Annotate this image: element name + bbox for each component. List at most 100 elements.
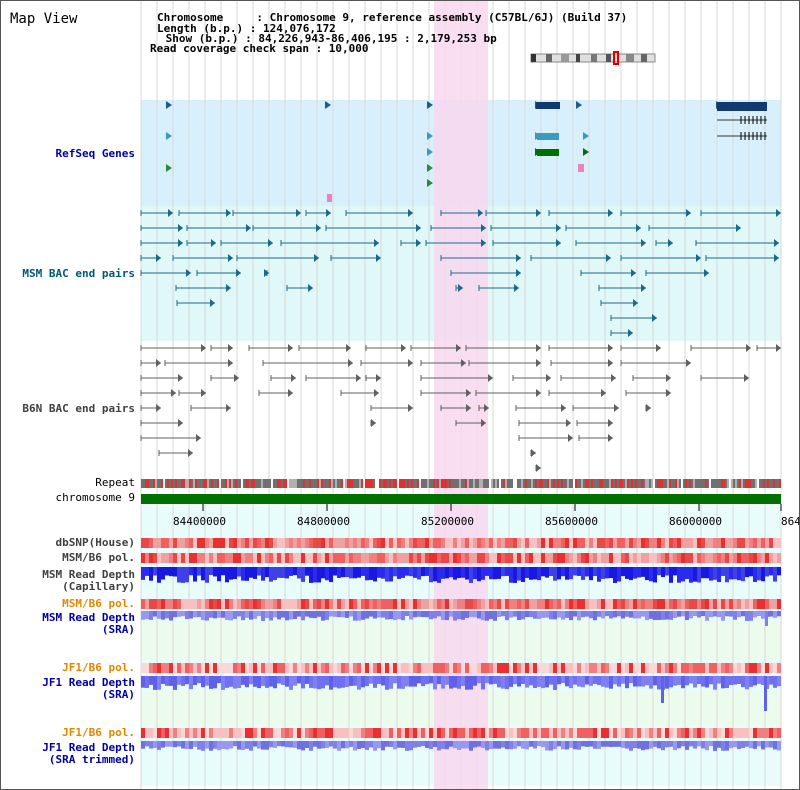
msm-bac-pair [440,209,483,217]
msm-bac-pair [330,254,381,262]
b6n-bac-pair [625,389,671,397]
b6n-bac-pair [572,404,619,412]
msm-bac-pair [485,209,541,217]
msm-bac-pair [425,239,486,247]
msm-bac-pair [620,254,701,262]
msm-depth-capillary-track [141,567,781,583]
track-label-msm-depth-capillary[interactable]: MSM Read Depth [42,568,135,581]
b6n-bac-pair [298,344,351,352]
msm-bac-pair [645,269,709,277]
ideogram-band [641,54,647,62]
gene-arrow [427,148,433,156]
msm-bac-pair [530,254,611,262]
b6n-bac-pair [645,404,651,412]
msm-bac-pair [186,239,216,247]
b6n-bac-pair [248,344,293,352]
msm-bac-pair [565,224,641,232]
ideogram-band [561,54,569,62]
b6n-bac-pair [518,434,573,442]
axis-tick-label: 86000000 [669,515,722,528]
msm-bac-pair [580,269,636,277]
b6n-bac-pair [440,404,471,412]
track-label-jf1-depth-trimmed-sub: (SRA trimmed) [48,753,135,766]
msm-bac-pair [548,209,613,217]
b6n-bac-pair [478,404,489,412]
msm-bac-pair [305,209,331,217]
b6n-bac-pair [578,434,613,442]
msm-bac-pair [478,284,519,292]
msm-bac-pair [220,239,273,247]
b6n-bac-pair [190,404,231,412]
gene-block [536,102,560,109]
b6n-bac-pair [700,374,749,382]
track-label-jf1-b6-pol-1[interactable]: JF1/B6 pol. [62,661,135,674]
msm-bac-pair [705,254,779,262]
b6n-bac-pair [370,404,413,412]
b6n-bac-pair [262,359,353,367]
gene-block [717,102,767,111]
track-label-jf1-depth-trimmed[interactable]: JF1 Read Depth [42,741,135,754]
gene-arrow [427,179,433,187]
track-label-dbsnp[interactable]: dbSNP(House) [55,536,135,549]
msm-bac-pair [140,239,183,247]
track-label-msm-depth-capillary-sub: (Capillary) [62,580,135,593]
msm-bac-pair [648,224,741,232]
chromosome-ideogram [530,51,656,65]
b6n-bac-pair [468,359,541,367]
track-label-jf1-depth-sra[interactable]: JF1 Read Depth [42,676,135,689]
msm-bac-pair [620,209,691,217]
msm-bac-pair [440,254,521,262]
ideogram-band [531,54,536,62]
axis-tick-label: 85200000 [421,515,474,528]
track-label-msm-depth-sra-sub: (SRA) [101,623,135,636]
dbsnp-track [141,538,781,548]
msm-bac-pair [610,329,633,337]
msm-bac-pair [575,239,646,247]
track-label-b6n-bac[interactable]: B6N BAC end pairs [22,402,135,415]
b6n-bac-pair [512,374,551,382]
track-label-refseq-genes[interactable]: RefSeq Genes [55,147,135,160]
gene-arrow [166,164,172,172]
msm-bac-pair [186,224,251,232]
b6n-bac-pair [535,464,541,472]
ideogram-band [576,54,580,62]
msm-bac-pair [264,269,269,277]
gene-block [537,133,559,140]
position-axis: 84400000 84800000 85200000 85600000 86000000… [173,504,800,528]
length-info: Length (b.p.) : 124,076,172 [157,22,336,35]
msm-bac-pair [140,269,191,277]
chromosome-bar [141,494,781,504]
axis-tick-label: 84800000 [297,515,350,528]
b6n-bac-pair [620,344,661,352]
b6n-bac-pair [420,359,466,367]
gene-arrow [583,148,589,156]
b6n-bac-pair [410,344,461,352]
axis-tick-label: 85600000 [545,515,598,528]
jf1-depth-trimmed-track [141,741,781,751]
msm-bac-pair [490,224,561,232]
axis-tick-label: 864 [781,515,800,528]
b6n-bac-pair [178,389,206,397]
track-label-jf1-b6-pol-2[interactable]: JF1/B6 pol. [62,726,135,739]
b6n-bac-pair [140,359,161,367]
track-label-msm-b6-pol-2[interactable]: MSM/B6 pol. [62,597,135,610]
msm-bac-pair [232,209,301,217]
msm-bac-pair [176,299,215,307]
track-label-msm-depth-sra[interactable]: MSM Read Depth [42,611,135,624]
b6n-bac-pair [140,419,183,427]
track-label-msm-bac[interactable]: MSM BAC end pairs [22,267,135,280]
msm-bac-pair [280,239,379,247]
show-range-info: Show (b.p.) : 84,226,943-86,406,195 : 2,… [159,32,497,45]
msm-bac-pair [140,254,161,262]
selection-highlight [434,1,488,789]
ideogram-band [606,54,611,62]
msm-bac-pair [252,224,321,232]
msm-bac-pair [196,269,241,277]
b6n-bac-pair [455,419,486,427]
b6n-bac-pair [305,374,361,382]
track-label-msm-b6-pol-1[interactable]: MSM/B6 pol. [62,551,135,564]
msm-bac-pair [400,239,421,247]
msm-bac-pair [325,224,421,232]
b6n-bac-pair [550,359,613,367]
